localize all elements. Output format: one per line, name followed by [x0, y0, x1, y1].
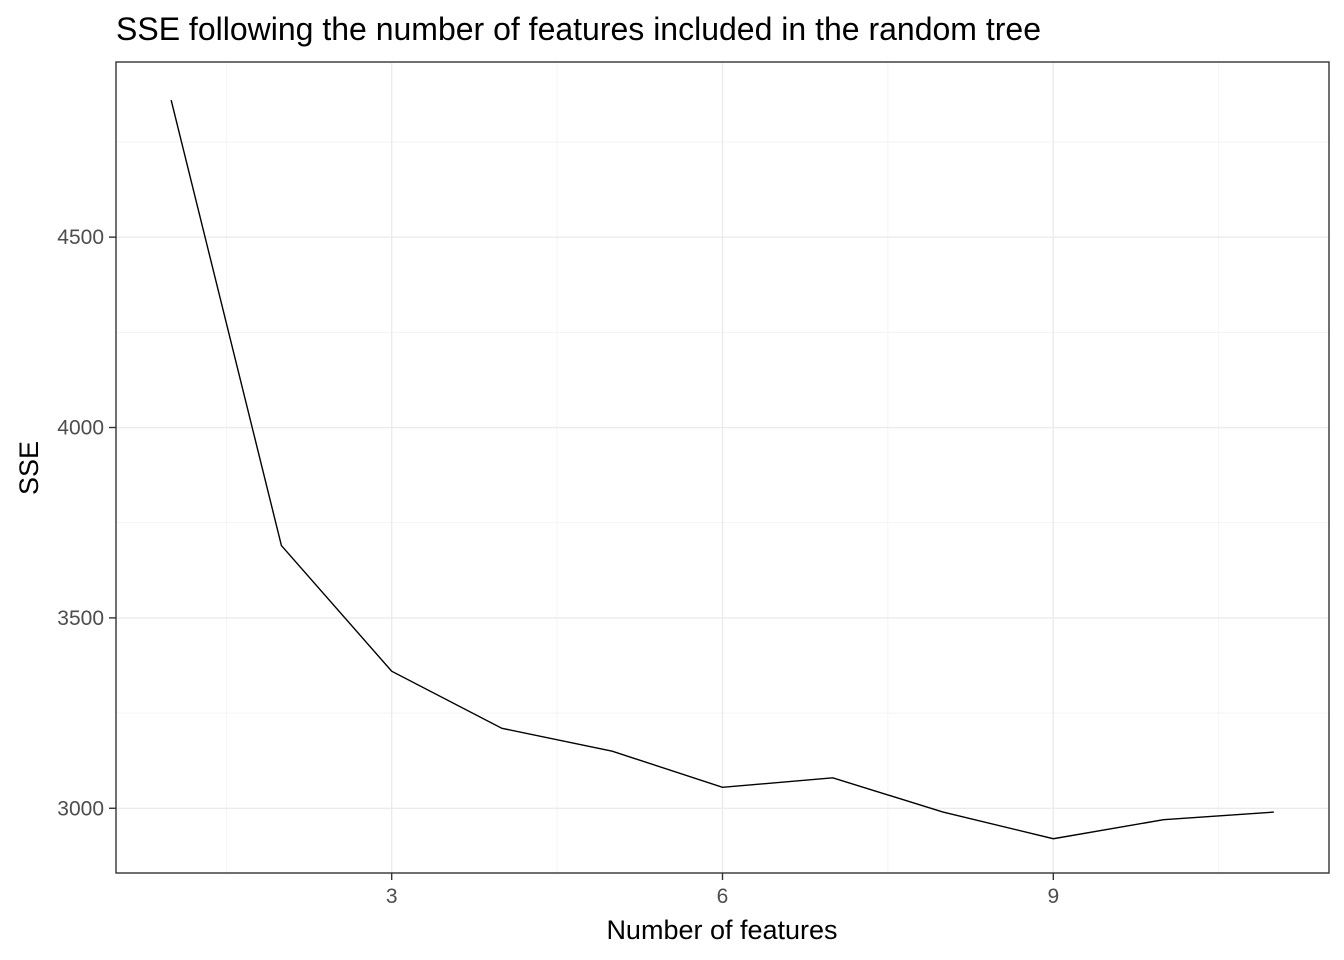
chart-title: SSE following the number of features inc…: [116, 11, 1041, 47]
x-axis: 3 6 9: [386, 873, 1059, 908]
series-layer: [170, 99, 1274, 840]
y-tick-label: 3000: [57, 797, 104, 820]
y-tick-label: 4000: [57, 417, 104, 440]
major-gridlines: [116, 62, 1329, 873]
y-axis: 3000 3500 4000 4500: [57, 226, 116, 820]
y-tick-label: 3500: [57, 607, 104, 630]
y-tick-label: 4500: [57, 226, 104, 249]
x-tick-label: 6: [717, 885, 729, 908]
x-axis-title: Number of features: [606, 915, 837, 945]
y-axis-title: SSE: [14, 441, 44, 495]
x-tick-label: 9: [1047, 885, 1059, 908]
x-tick-label: 3: [386, 885, 398, 908]
